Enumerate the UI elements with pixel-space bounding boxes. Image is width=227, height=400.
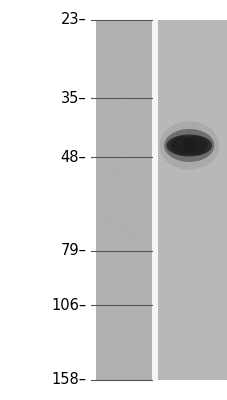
- Bar: [0, 0, 95, 400]
- Text: 79–: 79–: [60, 243, 86, 258]
- Bar: [95, 20, 151, 380]
- Text: 23–: 23–: [61, 12, 86, 28]
- Text: 106–: 106–: [51, 298, 86, 313]
- Text: 35–: 35–: [61, 91, 86, 106]
- Ellipse shape: [166, 134, 211, 156]
- Ellipse shape: [163, 129, 213, 162]
- Ellipse shape: [182, 136, 207, 155]
- Ellipse shape: [170, 136, 195, 155]
- Ellipse shape: [159, 121, 218, 170]
- Bar: [158, 20, 227, 380]
- Text: 158–: 158–: [51, 372, 86, 388]
- Text: 48–: 48–: [61, 150, 86, 165]
- Bar: [151, 20, 158, 380]
